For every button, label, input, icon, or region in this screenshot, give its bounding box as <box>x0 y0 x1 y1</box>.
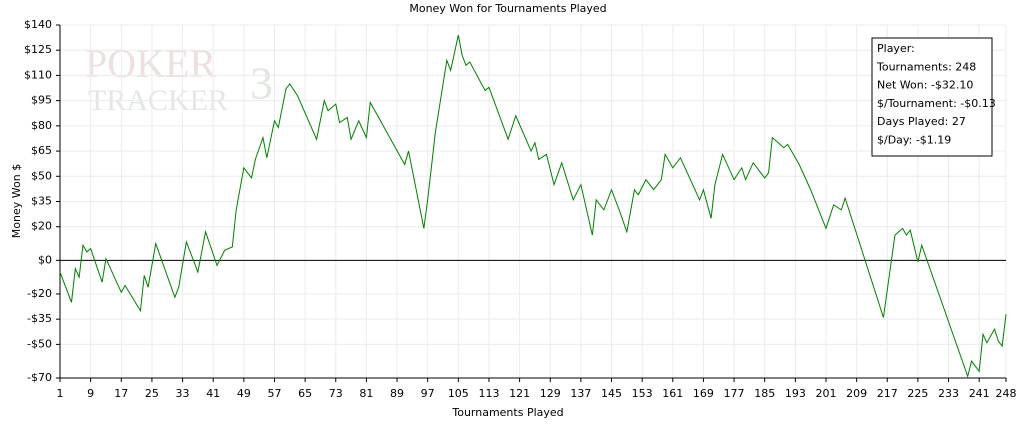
y-axis-label: Money Won $ <box>10 164 23 238</box>
y-tick-label: -$35 <box>27 312 52 325</box>
x-tick-label: 193 <box>785 387 806 400</box>
x-tick-label: 185 <box>754 387 775 400</box>
y-tick-label: $35 <box>31 195 52 208</box>
x-tick-label: 57 <box>267 387 281 400</box>
x-tick-label: 25 <box>145 387 159 400</box>
x-tick-label: 9 <box>87 387 94 400</box>
x-tick-label: 33 <box>176 387 190 400</box>
x-tick-label: 129 <box>540 387 561 400</box>
x-tick-label: 137 <box>570 387 591 400</box>
y-tick-label: $125 <box>24 43 52 56</box>
chart-title: Money Won for Tournaments Played <box>409 2 606 15</box>
y-tick-label: $0 <box>38 253 52 266</box>
x-tick-label: 177 <box>724 387 745 400</box>
x-tick-label: 209 <box>846 387 867 400</box>
y-tick-label: -$20 <box>27 287 52 300</box>
info-line: $/Day: -$1.19 <box>877 134 951 147</box>
y-tick-label: $50 <box>31 169 52 182</box>
x-tick-label: 113 <box>478 387 499 400</box>
y-tick-label: $80 <box>31 119 52 132</box>
x-tick-label: 153 <box>632 387 653 400</box>
x-tick-label: 97 <box>421 387 435 400</box>
info-line: Days Played: 27 <box>877 115 966 128</box>
x-tick-label: 17 <box>114 387 128 400</box>
info-line: Tournaments: 248 <box>876 60 976 73</box>
y-tick-label: $95 <box>31 94 52 107</box>
x-tick-label: 225 <box>907 387 928 400</box>
data-line <box>59 34 1007 379</box>
x-tick-label: 217 <box>877 387 898 400</box>
x-tick-label: 233 <box>938 387 959 400</box>
watermark: POKER <box>85 41 216 86</box>
x-tick-label: 49 <box>237 387 251 400</box>
y-tick-label: -$70 <box>27 371 52 384</box>
x-tick-label: 81 <box>359 387 373 400</box>
x-tick-label: 161 <box>662 387 683 400</box>
x-tick-label: 73 <box>329 387 343 400</box>
y-tick-label: $65 <box>31 144 52 157</box>
x-tick-label: 248 <box>996 387 1017 400</box>
x-tick-label: 89 <box>390 387 404 400</box>
x-tick-label: 145 <box>601 387 622 400</box>
x-tick-label: 241 <box>969 387 990 400</box>
x-tick-label: 65 <box>298 387 312 400</box>
watermark: 3 <box>250 58 273 109</box>
y-tick-label: $140 <box>24 18 52 31</box>
x-axis-label: Tournaments Played <box>451 406 563 419</box>
info-line: $/Tournament: -$0.13 <box>877 97 996 110</box>
y-tick-label: $110 <box>24 68 52 81</box>
info-line: Player: <box>877 42 915 55</box>
info-line: Net Won: -$32.10 <box>877 79 973 92</box>
x-tick-label: 121 <box>509 387 530 400</box>
x-tick-label: 105 <box>448 387 469 400</box>
y-tick-label: $20 <box>31 220 52 233</box>
info-box <box>871 37 993 157</box>
x-tick-label: 169 <box>693 387 714 400</box>
y-tick-label: -$50 <box>27 337 52 350</box>
x-tick-label: 201 <box>815 387 836 400</box>
x-tick-label: 41 <box>206 387 220 400</box>
x-tick-label: 1 <box>57 387 64 400</box>
